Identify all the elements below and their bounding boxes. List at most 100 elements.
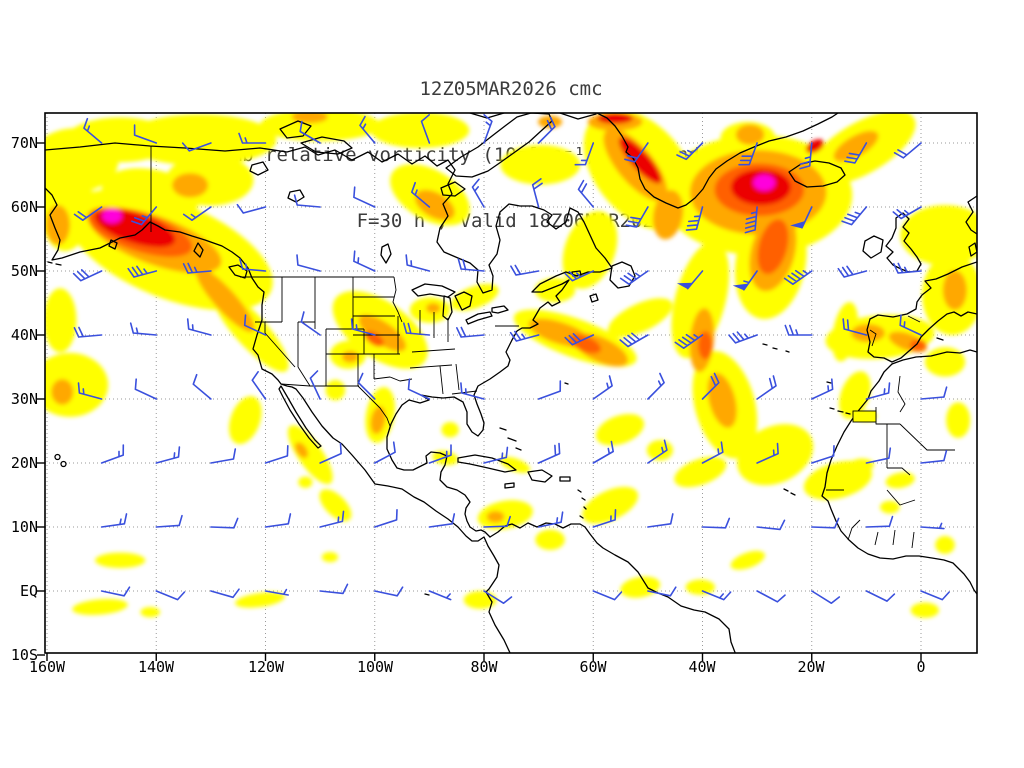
barb-staff	[686, 270, 704, 290]
wind-barb	[592, 590, 623, 601]
wind-barb	[592, 440, 614, 464]
wind-barb	[784, 324, 813, 336]
vorticity-blob	[885, 472, 915, 489]
wind-barb	[127, 265, 158, 278]
vorticity-blob	[486, 511, 505, 523]
wind-barb	[865, 590, 896, 602]
barb-staff	[155, 590, 186, 601]
vorticity-blob	[534, 278, 576, 303]
wind-barb	[428, 513, 456, 528]
wind-barb	[732, 270, 758, 291]
barb-staff	[374, 509, 398, 528]
barb-staff	[592, 375, 613, 400]
vorticity-blob	[880, 500, 900, 514]
barb-staff	[674, 333, 704, 349]
barb-staff	[592, 509, 617, 528]
wind-barb	[483, 446, 509, 464]
wind-barb	[811, 378, 834, 400]
barb-staff	[892, 206, 922, 220]
wind-barb	[210, 588, 240, 599]
wind-barb	[100, 513, 128, 528]
barb-staff	[457, 258, 485, 272]
wind-barb	[133, 124, 158, 144]
wind-barb	[457, 258, 485, 272]
wind-barb	[319, 442, 342, 464]
wind-barb	[192, 373, 212, 400]
vorticity-blob	[535, 529, 565, 551]
lon-label: 160W	[29, 658, 66, 676]
barb-staff	[239, 258, 267, 272]
barb-staff	[264, 588, 289, 596]
barb-staff	[100, 444, 125, 464]
wind-barb	[564, 333, 595, 346]
wind-barb	[676, 270, 704, 290]
wind-barb	[73, 326, 103, 338]
wind-barb	[577, 179, 595, 208]
wind-barb	[357, 372, 376, 400]
barb-staff	[129, 322, 158, 336]
wind-barb	[320, 655, 340, 667]
coast-haida-gwaii	[193, 242, 204, 258]
lat-label: 40N	[11, 326, 38, 344]
vorticity-blob	[477, 500, 533, 530]
wind-barb	[181, 142, 212, 152]
wind-barb	[73, 206, 103, 221]
barb-staff	[574, 142, 595, 166]
barb-staff	[429, 655, 450, 664]
wind-barb	[155, 590, 186, 601]
wind-barb	[239, 258, 267, 272]
wind-barb	[319, 583, 349, 595]
coast-ireland	[862, 235, 884, 259]
wind-barb	[210, 517, 239, 529]
wind-barb	[701, 441, 724, 464]
barb-staff	[264, 513, 292, 528]
wind-barb	[407, 378, 431, 400]
wind-barb	[131, 206, 158, 226]
barb-staff	[756, 519, 786, 531]
wind-barb	[756, 442, 779, 464]
wind-barb	[899, 314, 922, 336]
vorticity-blob	[849, 458, 875, 472]
vorticity-blob	[298, 476, 313, 488]
wind-barb	[920, 590, 950, 601]
wind-barb	[403, 322, 431, 336]
barb-staff	[564, 270, 595, 282]
wind-barb	[701, 517, 731, 529]
wind-barb	[182, 206, 212, 221]
wind-barb	[129, 322, 158, 336]
wind-barb	[428, 444, 452, 464]
lon-label: 20W	[797, 658, 825, 676]
vorticity-blob	[942, 270, 967, 311]
vorticity-blob	[291, 113, 328, 124]
barb-staff	[236, 203, 267, 214]
barb-staff	[133, 124, 158, 144]
wind-barb	[243, 314, 267, 336]
wind-barb	[309, 370, 321, 400]
wind-barb	[483, 114, 493, 144]
barb-staff	[801, 206, 813, 229]
barb-staff	[403, 322, 431, 336]
wind-barb	[428, 590, 452, 601]
barb-staff	[483, 590, 513, 604]
vorticity-blob	[832, 302, 859, 362]
wind-barb	[134, 378, 158, 400]
wind-barb	[893, 262, 922, 274]
barb-staff	[319, 510, 345, 528]
barb-staff	[243, 314, 267, 336]
lat-label: 60N	[11, 198, 38, 216]
wind-barb	[531, 178, 543, 208]
barb-staff	[701, 372, 720, 400]
barb-staff	[893, 262, 922, 274]
wind-barb	[72, 269, 103, 282]
barb-staff	[293, 194, 321, 208]
lon-label: 100W	[357, 658, 394, 676]
barb-staff	[210, 448, 237, 464]
barb-staff	[483, 515, 511, 528]
barb-staff	[539, 655, 561, 662]
wind-barb	[429, 655, 450, 664]
wind-barb	[186, 318, 212, 336]
vorticity-blob	[900, 205, 977, 266]
vorticity-blob	[671, 241, 730, 359]
wind-barb	[701, 590, 732, 601]
coast-greenland	[596, 113, 839, 209]
